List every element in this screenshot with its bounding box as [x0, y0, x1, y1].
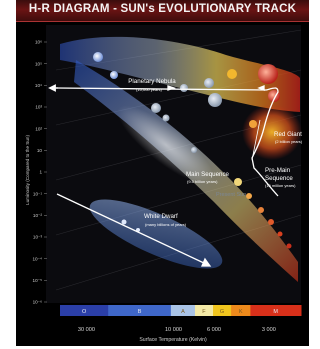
label-planetary-nebula: Planetary Nebula: [128, 78, 176, 85]
y-tick-label: 10⁻⁶: [33, 300, 43, 305]
star: [268, 219, 274, 225]
x-tick-label: 6 000: [207, 327, 221, 333]
y-tick-label: 10⁻³: [33, 235, 43, 240]
note-pre-main-sequence: (10 million years): [265, 183, 296, 188]
spectral-class-segment: [108, 305, 172, 316]
supergiant-region: [60, 36, 300, 112]
spectral-class-label: G: [220, 309, 224, 315]
spectral-class-segment: [213, 305, 232, 316]
star: [110, 71, 118, 79]
y-axis: 10⁶ 10⁵ 10⁴ 10³ 10² 10 1 10⁻¹ 10⁻² 10⁻³ 10⁻⁴ 10⁻⁵ 10…: [32, 40, 47, 305]
star: [208, 93, 222, 107]
spectral-class-label: O: [82, 309, 87, 315]
sun-evolutionary-track: [48, 84, 279, 267]
chart-frame: Planetary Nebula (10,000 years) Red Gian…: [16, 0, 309, 346]
spectral-class-segment: [170, 305, 196, 316]
y-tick-label: 10⁻²: [33, 213, 43, 218]
star: [151, 103, 161, 113]
spectral-class-segment: [231, 305, 251, 316]
x-tick-label: 3 000: [262, 327, 276, 333]
stars: [93, 52, 292, 249]
spectral-class-label: B: [138, 309, 142, 315]
chart-title: H-R DIAGRAM - SUN's EVOLUTIONARY TRACK: [28, 3, 297, 15]
y-tick-label: 10⁻⁵: [33, 278, 43, 283]
label-white-dwarf: White Dwarf: [144, 213, 178, 220]
y-tick-label: 1: [39, 170, 42, 175]
spectral-class-label: M: [273, 309, 278, 315]
note-red-giant: (2 billion years): [275, 139, 303, 144]
track-arrowhead: [167, 85, 177, 91]
spectral-class-segment: [250, 305, 302, 316]
note-planetary-nebula: (10,000 years): [136, 87, 162, 92]
star: [180, 84, 188, 92]
star: [121, 219, 127, 225]
title-banner: H-R DIAGRAM - SUN's EVOLUTIONARY TRACK: [16, 0, 309, 22]
hr-diagram-chart: Planetary Nebula (10,000 years) Red Gian…: [25, 25, 303, 343]
y-tick-label: 10⁻¹: [33, 191, 43, 196]
x-tick-label: 30 000: [78, 327, 95, 333]
spectral-class-label: F: [202, 309, 206, 315]
star: [93, 52, 103, 62]
note-white-dwarf: (many billions of years): [145, 222, 187, 227]
y-tick-label: 10⁶: [35, 40, 42, 45]
track-arrowhead: [257, 85, 265, 91]
spectral-class-segment: [60, 305, 109, 316]
note-main-sequence: (9.5 billion years): [187, 179, 218, 184]
y-tick-label: 10³: [35, 105, 42, 110]
label-sequence: Sequence: [265, 175, 293, 182]
x-axis: 30 000 10 000 6 000 3 000: [78, 327, 276, 333]
white-dwarf-track: [56, 193, 207, 265]
white-dwarf-region: [89, 199, 223, 269]
star: [191, 147, 197, 153]
x-axis-label: Surface Temperature (Kelvin): [139, 337, 207, 343]
white-dwarf-arrow: [201, 257, 212, 267]
label-pre-main: Pre-Main: [265, 167, 291, 174]
star: [258, 64, 278, 84]
star: [204, 78, 214, 88]
spectral-class-label: K: [239, 309, 243, 315]
track-detail: [251, 119, 261, 161]
annotations: Planetary Nebula (10,000 years) Red Gian…: [128, 78, 303, 227]
spectral-class-label: A: [181, 309, 185, 315]
star: [249, 120, 257, 128]
label-present-sun: Present Sun: [216, 192, 246, 198]
star: [286, 243, 292, 249]
star: [277, 231, 283, 237]
y-tick-label: 10⁵: [35, 61, 42, 66]
y-axis-label: Luminosity (Compared to the Sun): [25, 135, 30, 205]
spectral-class-segment: [194, 305, 214, 316]
star: [246, 193, 252, 199]
label-main-sequence: Main Sequence: [186, 171, 230, 178]
y-tick-label: 10⁴: [35, 83, 42, 88]
star: [227, 69, 237, 79]
y-tick-label: 10²: [35, 126, 42, 131]
star: [162, 114, 170, 122]
x-tick-label: 10 000: [165, 327, 182, 333]
star: [234, 178, 242, 186]
star: [258, 207, 264, 213]
main-sequence-glow: [117, 105, 215, 185]
label-red-giant: Red Giant: [274, 131, 302, 138]
y-tick-label: 10⁻⁴: [32, 256, 42, 261]
track-path: [55, 87, 279, 197]
y-tick-label: 10: [37, 148, 43, 153]
